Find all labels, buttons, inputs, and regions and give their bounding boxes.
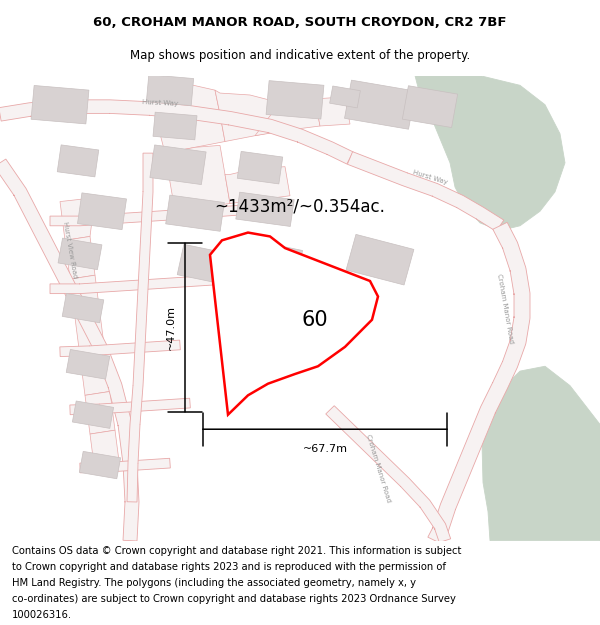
Polygon shape xyxy=(90,430,120,472)
Polygon shape xyxy=(50,204,250,226)
Text: co-ordinates) are subject to Crown copyright and database rights 2023 Ordnance S: co-ordinates) are subject to Crown copyr… xyxy=(12,594,456,604)
Bar xyxy=(62,294,104,322)
Bar xyxy=(344,80,415,129)
Polygon shape xyxy=(315,97,350,126)
Bar xyxy=(79,451,121,479)
Bar xyxy=(247,241,302,279)
Text: Croham Manor Road: Croham Manor Road xyxy=(496,272,514,344)
Text: to Crown copyright and database rights 2023 and is reproduced with the permissio: to Crown copyright and database rights 2… xyxy=(12,562,446,572)
Bar xyxy=(237,151,283,184)
Text: Hurst Way: Hurst Way xyxy=(412,169,448,186)
Text: Contains OS data © Crown copyright and database right 2021. This information is : Contains OS data © Crown copyright and d… xyxy=(12,546,461,556)
Text: ~1433m²/~0.354ac.: ~1433m²/~0.354ac. xyxy=(215,198,385,216)
Polygon shape xyxy=(0,100,353,164)
Polygon shape xyxy=(415,76,565,231)
Polygon shape xyxy=(60,198,95,240)
Bar xyxy=(346,234,414,285)
Polygon shape xyxy=(482,366,600,541)
Bar xyxy=(403,86,458,127)
Polygon shape xyxy=(127,153,153,502)
Bar xyxy=(146,75,194,106)
Bar xyxy=(312,288,368,328)
Polygon shape xyxy=(255,95,320,136)
Polygon shape xyxy=(0,159,139,541)
Text: HM Land Registry. The polygons (including the associated geometry, namely x, y: HM Land Registry. The polygons (includin… xyxy=(12,578,416,588)
Text: Croham Manor Road: Croham Manor Road xyxy=(365,433,391,502)
Bar xyxy=(236,192,294,226)
Polygon shape xyxy=(50,274,230,294)
Polygon shape xyxy=(70,275,100,318)
Polygon shape xyxy=(210,232,378,415)
Bar xyxy=(266,81,324,119)
Polygon shape xyxy=(150,76,225,153)
Text: 60, CROHAM MANOR ROAD, SOUTH CROYDON, CR2 7BF: 60, CROHAM MANOR ROAD, SOUTH CROYDON, CR… xyxy=(93,16,507,29)
Polygon shape xyxy=(428,222,530,544)
Text: 100026316.: 100026316. xyxy=(12,609,72,619)
Polygon shape xyxy=(326,406,451,542)
Polygon shape xyxy=(75,314,105,356)
Polygon shape xyxy=(80,458,170,472)
Text: Hurst Way: Hurst Way xyxy=(142,99,178,107)
Bar xyxy=(66,349,110,379)
Bar xyxy=(77,193,127,229)
Polygon shape xyxy=(60,340,181,356)
Polygon shape xyxy=(215,90,285,141)
Polygon shape xyxy=(347,152,504,231)
Polygon shape xyxy=(65,236,95,279)
Text: ~67.7m: ~67.7m xyxy=(302,444,347,454)
Text: ~47.0m: ~47.0m xyxy=(166,305,176,350)
Polygon shape xyxy=(225,167,290,204)
Text: Map shows position and indicative extent of the property.: Map shows position and indicative extent… xyxy=(130,49,470,62)
Bar xyxy=(177,244,233,285)
Polygon shape xyxy=(70,398,190,414)
Bar xyxy=(153,112,197,140)
Bar xyxy=(57,145,99,177)
Polygon shape xyxy=(165,146,230,211)
Polygon shape xyxy=(80,352,110,396)
Bar xyxy=(329,86,361,108)
Bar xyxy=(150,145,206,184)
Polygon shape xyxy=(85,391,115,434)
Bar xyxy=(166,195,224,231)
Text: Hurst View Road: Hurst View Road xyxy=(62,221,78,279)
Bar xyxy=(31,86,89,124)
Text: 60: 60 xyxy=(302,310,328,330)
Bar xyxy=(73,401,113,428)
Bar xyxy=(58,238,102,269)
